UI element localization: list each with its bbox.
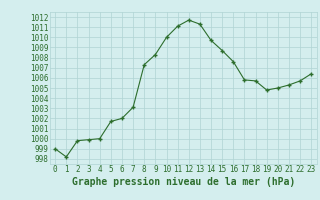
X-axis label: Graphe pression niveau de la mer (hPa): Graphe pression niveau de la mer (hPa) [72, 177, 295, 187]
